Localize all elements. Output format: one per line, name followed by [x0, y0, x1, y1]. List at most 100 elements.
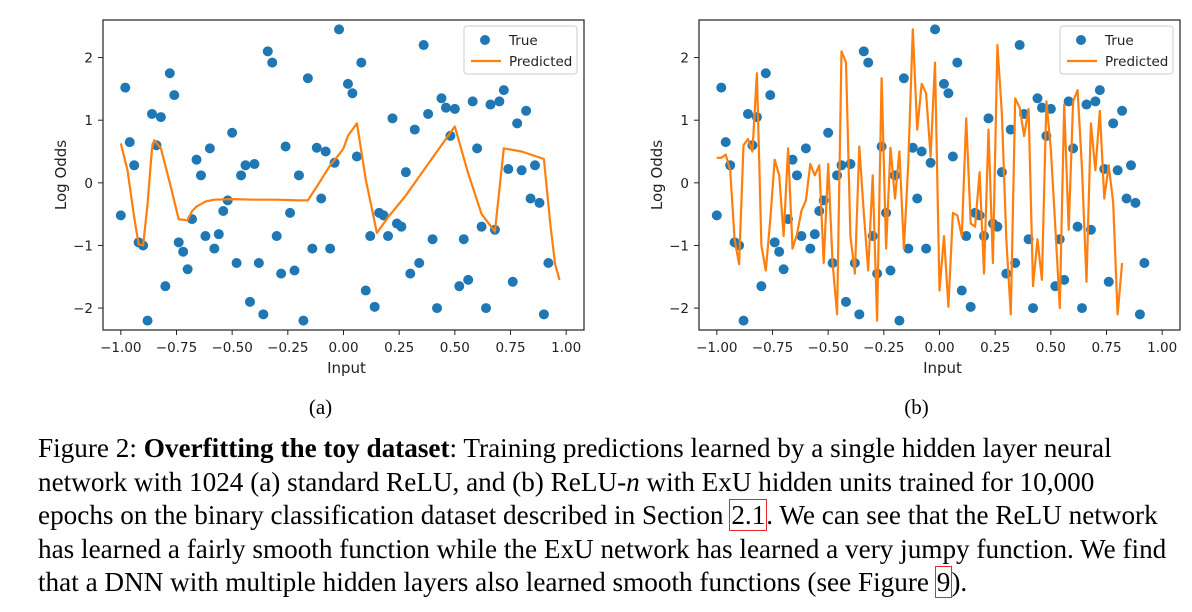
true-data-point: [836, 160, 847, 171]
true-data-point: [262, 46, 273, 57]
x-axis-label: Input: [923, 359, 962, 377]
true-data-point: [1005, 124, 1016, 135]
true-data-point: [521, 105, 532, 116]
true-data-point: [325, 243, 336, 254]
true-data-point: [418, 40, 429, 51]
true-data-point: [1077, 303, 1088, 314]
true-data-point: [432, 303, 443, 314]
figure-label: Figure 2:: [38, 433, 137, 463]
true-data-point: [155, 112, 166, 123]
true-data-point: [383, 231, 394, 242]
x-tick-label: −1.00: [100, 340, 141, 356]
true-data-point: [200, 231, 211, 242]
x-tick-label: 0.00: [328, 340, 358, 356]
true-data-point: [378, 210, 389, 221]
y-axis-label: Log Odds: [648, 140, 666, 210]
y-axis-label: Log Odds: [52, 140, 70, 210]
true-data-point: [302, 73, 313, 84]
x-tick-label: −0.25: [267, 340, 308, 356]
x-tick-label: −0.75: [752, 340, 793, 356]
true-data-point: [876, 141, 887, 152]
true-data-point: [525, 193, 536, 204]
caption-text-3: . We can see that the ReLU network has l…: [38, 500, 1167, 597]
true-data-point: [342, 78, 353, 89]
section-reference-link[interactable]: 2.1: [729, 499, 768, 531]
y-tick-label: −1: [73, 238, 93, 254]
caption-text-1: : Training predictions learned by a sing…: [38, 433, 1112, 497]
true-data-point: [405, 268, 416, 279]
true-data-point: [494, 96, 505, 107]
true-data-point: [1063, 96, 1074, 107]
true-data-point: [738, 315, 749, 326]
true-data-point: [213, 229, 224, 240]
x-tick-label: −0.50: [807, 340, 848, 356]
panel-label: (b): [904, 395, 929, 419]
true-data-point: [898, 73, 909, 84]
true-data-point: [943, 88, 954, 99]
true-data-point: [164, 68, 175, 79]
true-data-point: [756, 281, 767, 292]
y-tick-label: −2: [669, 301, 689, 317]
true-data-point: [903, 243, 914, 254]
x-tick-label: −0.50: [211, 340, 252, 356]
true-data-point: [956, 285, 967, 296]
predicted-line: [119, 122, 561, 281]
y-tick-label: 0: [680, 176, 689, 192]
true-data-point: [912, 193, 923, 204]
caption-text-4: ).: [951, 567, 968, 597]
true-data-point: [160, 281, 171, 292]
true-data-point: [463, 274, 474, 285]
true-data-point: [311, 142, 322, 153]
x-tick-label: 0.50: [440, 340, 470, 356]
true-data-point: [1028, 303, 1039, 314]
true-data-point: [209, 243, 220, 254]
true-data-point: [538, 309, 549, 320]
true-data-point: [253, 257, 264, 268]
true-data-point: [1103, 276, 1114, 287]
panel-label: (a): [309, 395, 332, 419]
x-tick-label: −0.25: [863, 340, 904, 356]
legend-predicted-label: Predicted: [1105, 54, 1168, 70]
true-data-point: [396, 221, 407, 232]
true-data-point: [307, 243, 318, 254]
true-data-point: [298, 315, 309, 326]
true-data-point: [894, 315, 905, 326]
true-data-point: [445, 130, 456, 141]
true-data-point: [169, 90, 180, 101]
true-data-point: [800, 143, 811, 154]
true-data-point: [916, 146, 927, 157]
true-data-point: [814, 206, 825, 217]
true-data-point: [845, 159, 856, 170]
true-data-point: [365, 231, 376, 242]
true-data-point: [516, 165, 527, 176]
true-data-point: [863, 57, 874, 68]
true-data-point: [952, 57, 963, 68]
true-data-point: [840, 296, 851, 307]
true-data-point: [427, 234, 438, 245]
legend-true-label: True: [1104, 33, 1134, 49]
true-data-point: [369, 301, 380, 312]
true-data-point: [1001, 268, 1012, 279]
true-data-point: [1134, 309, 1145, 320]
true-data-point: [120, 82, 131, 93]
true-data-point: [400, 167, 411, 178]
true-data-point: [769, 237, 780, 248]
true-data-point: [293, 170, 304, 181]
true-data-point: [805, 243, 816, 254]
true-data-point: [921, 243, 932, 254]
x-tick-label: 0.50: [1036, 340, 1066, 356]
true-data-point: [285, 207, 296, 218]
true-data-point: [316, 193, 327, 204]
figure-reference-link[interactable]: 9: [934, 566, 953, 598]
true-data-point: [498, 85, 509, 96]
true-data-point: [240, 160, 251, 171]
true-data-point: [1117, 105, 1128, 116]
true-data-point: [1059, 274, 1070, 285]
y-tick-label: 1: [680, 113, 689, 129]
true-data-point: [351, 151, 362, 162]
x-tick-label: 0.25: [384, 340, 414, 356]
true-data-point: [983, 113, 994, 124]
true-data-point: [858, 46, 869, 57]
true-data-point: [1130, 197, 1141, 208]
true-data-point: [1036, 102, 1047, 113]
